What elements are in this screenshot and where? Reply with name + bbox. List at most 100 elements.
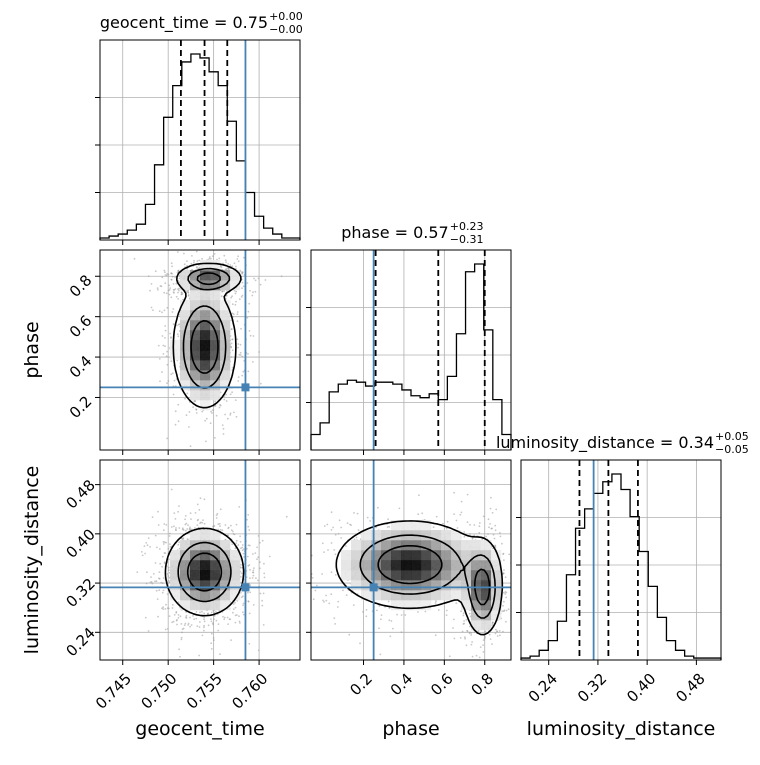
scatter-point bbox=[504, 591, 507, 593]
scatter-point bbox=[219, 653, 221, 655]
scatter-point bbox=[485, 535, 488, 538]
scatter-point bbox=[505, 620, 507, 623]
scatter-point bbox=[195, 412, 198, 414]
scatter-point bbox=[176, 623, 178, 626]
scatter-point bbox=[176, 324, 178, 327]
density-cell bbox=[431, 590, 442, 601]
scatter-point bbox=[187, 294, 190, 296]
scatter-point bbox=[178, 505, 180, 507]
scatter-point bbox=[164, 608, 167, 610]
scatter-point bbox=[136, 571, 139, 573]
scatter-point bbox=[147, 630, 150, 632]
scatter-point bbox=[330, 542, 333, 544]
scatter-point bbox=[334, 574, 337, 576]
panel-title-geocent_time: geocent_time = 0.75 +0.00−0.00 bbox=[100, 10, 303, 36]
scatter-point bbox=[175, 527, 177, 529]
density-cell bbox=[200, 280, 211, 291]
scatter-point bbox=[462, 614, 465, 617]
density-cell bbox=[190, 350, 201, 361]
scatter-point bbox=[252, 291, 254, 294]
scatter-point bbox=[240, 596, 243, 599]
scatter-point bbox=[211, 412, 213, 414]
scatter-point bbox=[161, 335, 164, 337]
scatter-point bbox=[507, 608, 510, 611]
scatter-point bbox=[146, 571, 148, 574]
density-cell bbox=[391, 560, 402, 571]
scatter-point bbox=[234, 614, 237, 617]
scatter-point bbox=[232, 530, 234, 533]
scatter-point bbox=[503, 610, 505, 613]
scatter-point bbox=[189, 625, 192, 628]
scatter-point bbox=[149, 581, 152, 584]
scatter-point bbox=[252, 604, 255, 606]
scatter-point bbox=[178, 474, 180, 476]
scatter-point bbox=[158, 358, 161, 360]
scatter-point bbox=[171, 604, 174, 606]
scatter-point bbox=[170, 296, 173, 299]
scatter-point bbox=[189, 512, 192, 515]
scatter-point bbox=[248, 302, 251, 305]
scatter-point bbox=[164, 271, 166, 274]
scatter-point bbox=[356, 512, 359, 515]
density-cell bbox=[421, 580, 432, 591]
scatter-point bbox=[180, 623, 183, 625]
density-cell bbox=[210, 530, 221, 541]
scatter-point bbox=[489, 507, 492, 510]
density-cell bbox=[200, 260, 211, 271]
scatter-point bbox=[237, 260, 240, 263]
scatter-point bbox=[215, 517, 218, 519]
scatter-point bbox=[502, 553, 504, 555]
scatter-point bbox=[168, 558, 170, 561]
density-cells bbox=[341, 520, 502, 631]
density-cell bbox=[391, 520, 402, 531]
x-tick-label: 0.760 bbox=[228, 670, 271, 713]
scatter-point bbox=[494, 632, 497, 635]
scatter-point bbox=[224, 413, 227, 416]
scatter-point bbox=[499, 634, 501, 637]
density-cell bbox=[230, 580, 241, 591]
density-cell bbox=[351, 550, 362, 561]
scatter-point bbox=[210, 257, 212, 260]
scatter-point bbox=[359, 642, 361, 645]
scatter-point bbox=[154, 270, 157, 273]
scatter-point bbox=[235, 523, 238, 526]
scatter-point bbox=[248, 631, 251, 634]
density-cell bbox=[210, 320, 221, 331]
scatter-point bbox=[235, 415, 238, 418]
scatter-point bbox=[338, 519, 341, 522]
scatter-point bbox=[400, 631, 403, 634]
density-cell bbox=[411, 540, 422, 551]
scatter-point bbox=[141, 554, 144, 557]
scatter-point bbox=[157, 524, 160, 526]
scatter-point bbox=[247, 544, 250, 547]
scatter-point bbox=[192, 406, 195, 408]
scatter-point bbox=[181, 631, 183, 634]
density-cell bbox=[491, 570, 502, 581]
density-cell bbox=[220, 560, 231, 571]
scatter-point bbox=[168, 615, 171, 617]
scatter-point bbox=[165, 603, 167, 606]
scatter-point bbox=[170, 262, 173, 265]
scatter-point bbox=[238, 353, 241, 356]
scatter-point bbox=[366, 516, 369, 519]
density-cell bbox=[351, 560, 362, 571]
scatter-point bbox=[255, 577, 257, 579]
density-cell bbox=[220, 270, 231, 281]
scatter-point bbox=[166, 306, 169, 309]
scatter-point bbox=[205, 440, 207, 443]
density-cell bbox=[361, 590, 372, 601]
density-cell bbox=[351, 570, 362, 581]
scatter-point bbox=[230, 296, 233, 299]
scatter-point bbox=[239, 351, 242, 354]
scatter-point bbox=[204, 419, 207, 422]
scatter-point bbox=[268, 555, 271, 558]
density-cell bbox=[491, 580, 502, 591]
scatter-point bbox=[165, 274, 168, 277]
density-cell bbox=[471, 580, 482, 591]
scatter-point bbox=[165, 524, 168, 526]
scatter-point bbox=[221, 424, 224, 426]
scatter-point bbox=[174, 518, 177, 520]
scatter-point bbox=[459, 513, 462, 516]
density-cell bbox=[411, 550, 422, 561]
density-cell bbox=[431, 550, 442, 561]
